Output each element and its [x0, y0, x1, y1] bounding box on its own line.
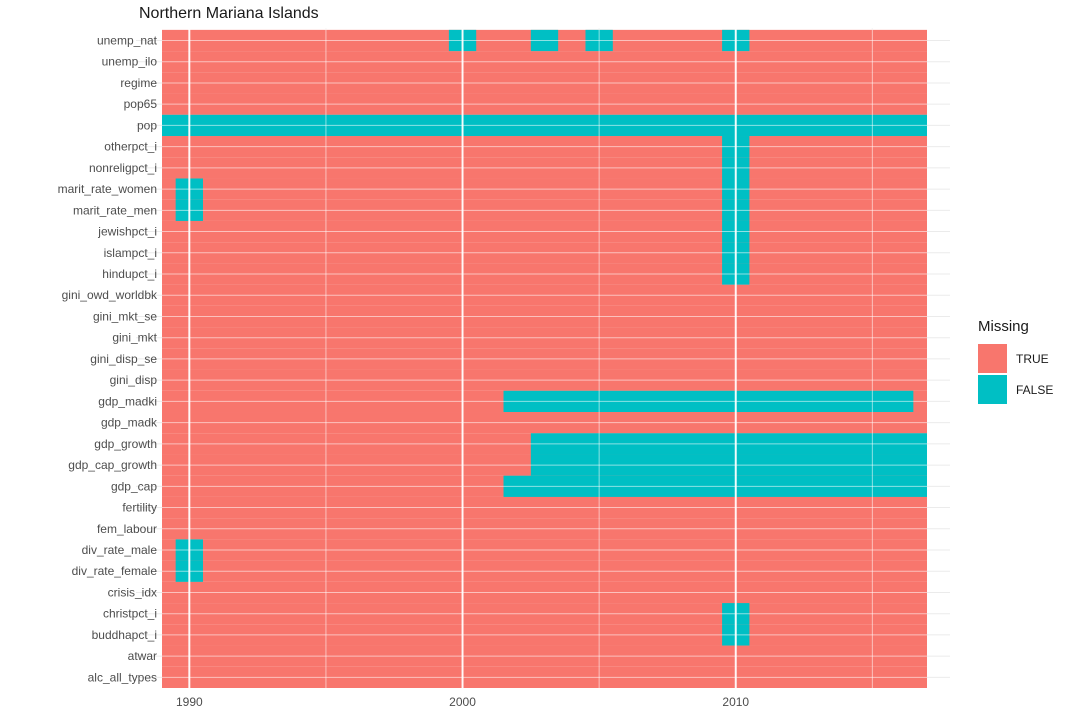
x-tick-label: 2000	[449, 695, 476, 709]
y-tick-label: atwar	[128, 649, 157, 663]
y-tick-label: otherpct_i	[104, 140, 157, 154]
y-tick-label: jewishpct_i	[97, 225, 157, 239]
legend-item-false: FALSE	[978, 374, 1053, 405]
y-tick-label: gdp_madk	[101, 416, 158, 430]
legend-label-false: FALSE	[1016, 382, 1054, 397]
legend-item-true: TRUE	[978, 343, 1053, 374]
y-tick-label: div_rate_female	[72, 564, 158, 578]
x-tick-label: 1990	[176, 695, 203, 709]
y-tick-label: gini_mkt_se	[93, 309, 157, 323]
legend-label-true: TRUE	[1016, 351, 1049, 366]
y-tick-label: pop	[137, 118, 157, 132]
y-tick-label: alc_all_types	[88, 670, 157, 684]
legend-swatch-true	[978, 344, 1007, 373]
y-tick-label: gdp_growth	[94, 437, 157, 451]
y-tick-label: gdp_cap_growth	[68, 458, 157, 472]
legend: Missing TRUE FALSE	[978, 318, 1053, 405]
y-tick-label: buddhapct_i	[92, 628, 157, 642]
y-tick-label: regime	[120, 76, 157, 90]
legend-title: Missing	[978, 318, 1029, 335]
chart-title: Northern Mariana Islands	[139, 5, 319, 22]
x-tick-label: 2010	[722, 695, 749, 709]
y-tick-label: gini_disp_se	[90, 352, 157, 366]
y-tick-label: unemp_nat	[97, 33, 158, 47]
legend-swatch-false	[978, 375, 1007, 404]
y-tick-label: gdp_cap	[111, 479, 157, 493]
y-tick-label: gini_disp	[110, 373, 158, 387]
y-tick-label: fertility	[122, 501, 157, 515]
y-tick-label: christpct_i	[103, 607, 157, 621]
y-tick-label: div_rate_male	[82, 543, 158, 557]
y-tick-label: pop65	[124, 97, 158, 111]
y-tick-label: fem_labour	[97, 522, 157, 536]
x-axis-labels: 1990 2000 2010	[176, 695, 749, 709]
y-tick-label: gdp_madki	[98, 394, 157, 408]
y-axis-labels: alc_all_types atwar buddhapct_i christpct_i…	[58, 33, 158, 684]
y-tick-label: gini_owd_worldbk	[62, 288, 158, 302]
y-tick-label: islampct_i	[104, 246, 157, 260]
y-tick-label: crisis_idx	[108, 585, 157, 599]
y-tick-label: marit_rate_men	[73, 203, 157, 217]
overgrid-layer	[162, 28, 927, 688]
y-tick-label: gini_mkt	[112, 331, 157, 345]
y-tick-label: unemp_ilo	[102, 55, 158, 69]
y-tick-label: hindupct_i	[102, 267, 157, 281]
y-tick-label: marit_rate_women	[58, 182, 157, 196]
y-tick-label: nonreligpct_i	[89, 161, 157, 175]
